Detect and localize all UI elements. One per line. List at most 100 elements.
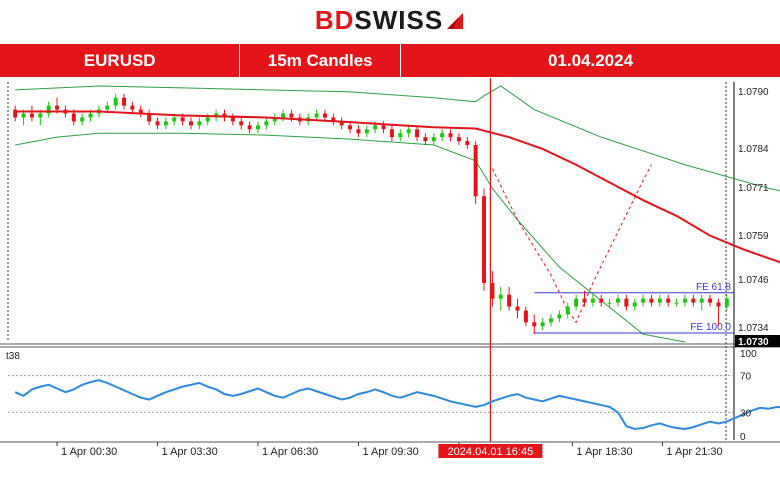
candle-body	[264, 121, 269, 126]
candle-body	[624, 298, 629, 307]
candle-body	[523, 310, 528, 323]
candle-body	[515, 306, 520, 311]
candle-body	[189, 121, 193, 126]
logo-swiss: SWISS	[354, 4, 444, 35]
price-tick-label: 1.0771	[738, 183, 769, 194]
candle-body	[657, 298, 662, 303]
candle-body	[473, 145, 478, 197]
candle-body	[482, 196, 487, 283]
rsi-tick-label: 100	[740, 349, 757, 360]
candle-body	[281, 113, 286, 118]
candle-body	[255, 125, 260, 130]
candle-body	[247, 125, 252, 130]
candle-body	[389, 129, 394, 138]
candle-body	[574, 298, 579, 307]
candle-body	[724, 298, 729, 307]
candle-body	[607, 302, 612, 304]
candle-body	[423, 137, 428, 142]
candle-body	[138, 109, 143, 114]
candle-body	[13, 109, 18, 118]
candle-body	[314, 113, 319, 118]
candle-body	[272, 117, 277, 122]
price-tick-label: 1.0734	[738, 323, 769, 334]
timeframe-label: 15m Candles	[240, 44, 401, 77]
candle-body	[540, 322, 545, 327]
fib-level-label: FE 100.0	[690, 322, 731, 333]
candle-body	[649, 298, 654, 303]
price-tick-label: 1.0746	[738, 275, 769, 286]
logo-text: BDSWISS	[315, 5, 443, 36]
candle-body	[565, 306, 570, 315]
candle-body	[130, 105, 135, 110]
candle-body	[507, 294, 512, 307]
candle-body	[339, 121, 344, 126]
candle-body	[55, 105, 60, 110]
candle-body	[440, 133, 445, 138]
candle-body	[322, 113, 327, 118]
time-tick-label: 1 Apr 18:30	[576, 446, 632, 458]
price-tick-label: 1.0790	[738, 87, 769, 98]
candle-body	[21, 113, 26, 118]
price-chart[interactable]: FE 61.8 FE 100.0 1.0790 1.0784 1.0771 1.0759 1…	[0, 78, 780, 488]
rsi-label: t38	[6, 351, 20, 362]
candle-body	[666, 298, 671, 303]
current-price-box	[735, 335, 780, 347]
candle-body	[163, 121, 168, 126]
chart-background	[0, 78, 780, 488]
candle-body	[398, 133, 403, 138]
candle-body	[599, 298, 604, 303]
candle-body	[147, 113, 152, 122]
candle-body	[331, 117, 336, 122]
candle-body	[80, 117, 85, 122]
candle-body	[289, 113, 294, 118]
candle-body	[431, 137, 436, 142]
event-time-label: 2024.04.01 16:45	[448, 446, 534, 458]
candle-body	[46, 105, 51, 114]
candle-body	[105, 105, 110, 110]
candle-body	[456, 137, 461, 142]
candle-body	[532, 322, 537, 327]
candle-body	[180, 117, 185, 122]
candle-body	[590, 298, 595, 303]
upper-band-line	[15, 85, 780, 192]
event-time-box	[438, 444, 543, 458]
candle-body	[88, 113, 93, 118]
candle-body	[205, 117, 210, 122]
candle-body	[691, 298, 696, 303]
candle-body	[448, 133, 453, 138]
rsi-tick-label: 70	[740, 372, 752, 383]
price-tick-label: 1.0784	[738, 144, 769, 155]
candle-body	[498, 294, 503, 299]
rsi-tick-label: 0	[740, 432, 746, 443]
lower-band-line	[15, 132, 686, 343]
candle-body	[356, 129, 361, 134]
candle-body	[641, 298, 646, 303]
date-label: 01.04.2024	[547, 50, 634, 70]
candle-body	[230, 117, 235, 122]
candle-body	[364, 129, 369, 134]
candle-body	[122, 97, 127, 106]
candle-body	[373, 125, 378, 130]
fib-level-label: FE 61.8	[696, 282, 731, 293]
candle-body	[557, 314, 562, 319]
candle-body	[465, 141, 470, 146]
rsi-tick-label: 30	[740, 408, 752, 419]
logo-arrow-icon	[447, 13, 464, 29]
time-tick-label: 1 Apr 09:30	[362, 446, 418, 458]
candle-body	[381, 125, 386, 130]
candle-body	[29, 113, 34, 118]
candle-body	[415, 129, 420, 138]
candle-body	[549, 318, 553, 323]
symbol-label: EURUSD	[0, 44, 241, 77]
moving-average-line	[15, 110, 780, 264]
fractal-path-line	[491, 164, 652, 324]
candle-body	[239, 121, 244, 126]
chart-header: EURUSD 15m Candles 01.04.2024	[0, 44, 780, 77]
candle-body	[197, 121, 202, 126]
candle-body	[172, 117, 177, 122]
brand-logo: BDSWISS	[0, 0, 780, 40]
candle-body	[615, 298, 620, 303]
candle-body	[708, 298, 713, 303]
candle-body	[699, 298, 704, 303]
candle-body	[632, 302, 637, 307]
